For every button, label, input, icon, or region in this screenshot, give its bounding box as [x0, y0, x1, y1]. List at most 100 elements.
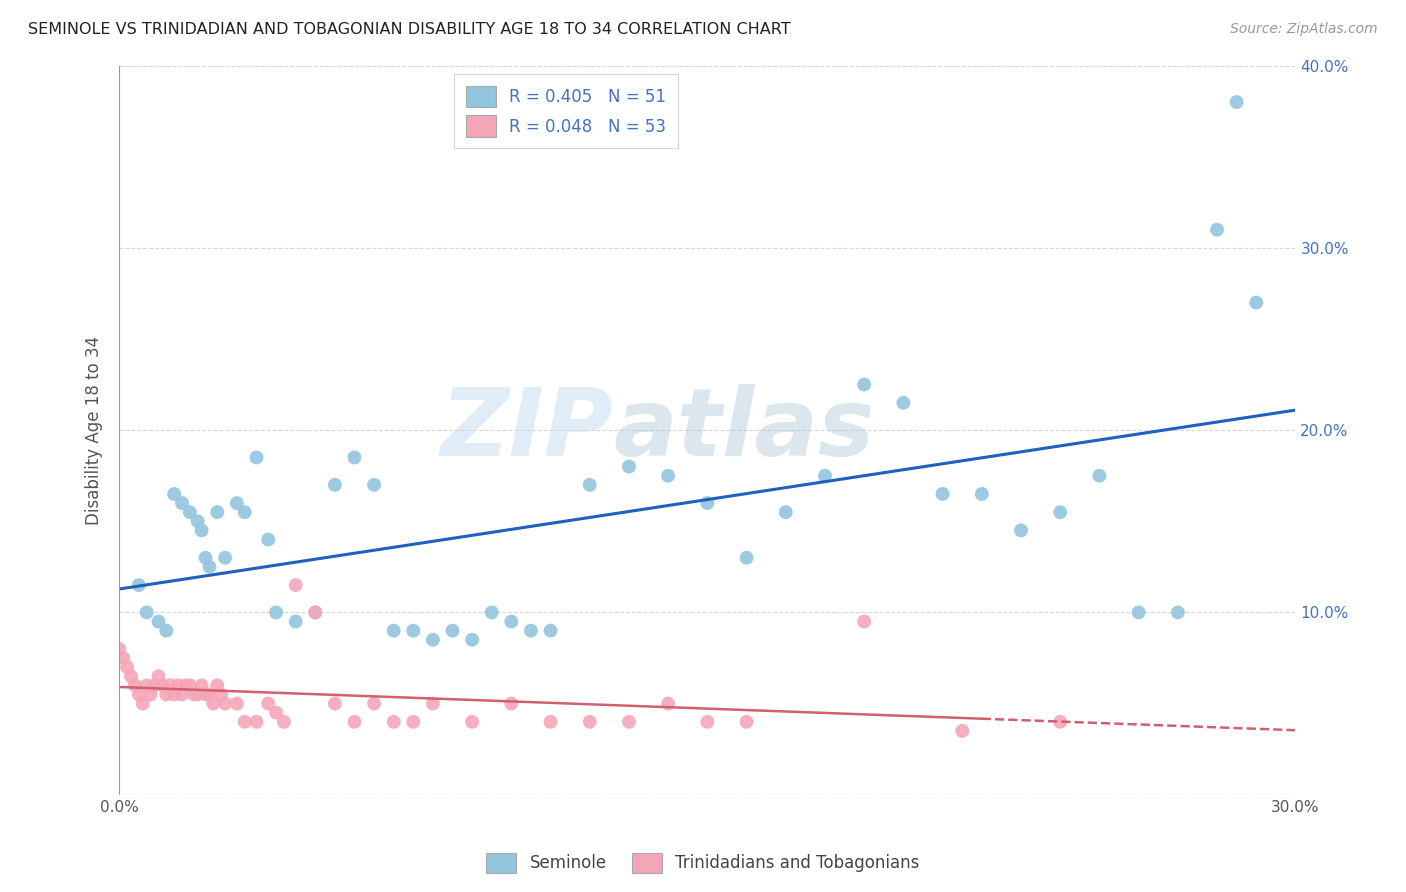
Point	[120, 669, 142, 683]
Point	[1244, 295, 1267, 310]
Point	[1226, 95, 1249, 109]
Point	[257, 697, 280, 711]
Point	[202, 697, 225, 711]
Point	[245, 450, 267, 465]
Point	[363, 697, 385, 711]
Point	[481, 606, 503, 620]
Point	[1010, 524, 1032, 538]
Point	[132, 697, 155, 711]
Legend: Seminole, Trinidadians and Tobagonians: Seminole, Trinidadians and Tobagonians	[479, 847, 927, 880]
Point	[775, 505, 797, 519]
Text: SEMINOLE VS TRINIDADIAN AND TOBAGONIAN DISABILITY AGE 18 TO 34 CORRELATION CHART: SEMINOLE VS TRINIDADIAN AND TOBAGONIAN D…	[28, 22, 790, 37]
Point	[578, 478, 600, 492]
Point	[422, 632, 444, 647]
Point	[264, 706, 287, 720]
Point	[501, 615, 523, 629]
Point	[128, 688, 150, 702]
Point	[1206, 222, 1229, 236]
Point	[520, 624, 543, 638]
Point	[152, 678, 174, 692]
Point	[284, 615, 307, 629]
Point	[893, 396, 915, 410]
Y-axis label: Disability Age 18 to 34: Disability Age 18 to 34	[86, 335, 103, 524]
Point	[363, 478, 385, 492]
Point	[735, 550, 758, 565]
Point	[402, 624, 425, 638]
Point	[194, 688, 217, 702]
Point	[950, 723, 973, 738]
Point	[148, 669, 170, 683]
Point	[617, 714, 640, 729]
Point	[209, 688, 232, 702]
Point	[461, 632, 484, 647]
Point	[155, 688, 177, 702]
Point	[167, 678, 190, 692]
Point	[198, 688, 221, 702]
Point	[657, 697, 679, 711]
Point	[931, 487, 953, 501]
Point	[1128, 606, 1150, 620]
Point	[402, 714, 425, 729]
Point	[696, 714, 718, 729]
Point	[323, 478, 346, 492]
Point	[207, 505, 229, 519]
Point	[233, 714, 256, 729]
Point	[187, 514, 209, 528]
Text: ZIP: ZIP	[440, 384, 613, 476]
Point	[323, 697, 346, 711]
Point	[207, 678, 229, 692]
Point	[617, 459, 640, 474]
Point	[245, 714, 267, 729]
Point	[179, 678, 201, 692]
Point	[441, 624, 464, 638]
Point	[163, 688, 186, 702]
Point	[179, 505, 201, 519]
Point	[284, 578, 307, 592]
Point	[657, 468, 679, 483]
Point	[155, 624, 177, 638]
Point	[148, 615, 170, 629]
Point	[382, 624, 405, 638]
Point	[194, 550, 217, 565]
Point	[174, 678, 197, 692]
Point	[135, 606, 157, 620]
Point	[814, 468, 837, 483]
Point	[225, 496, 247, 510]
Point	[540, 714, 562, 729]
Point	[273, 714, 295, 729]
Point	[115, 660, 138, 674]
Point	[853, 377, 876, 392]
Point	[108, 641, 131, 656]
Point	[159, 678, 181, 692]
Point	[190, 678, 212, 692]
Point	[1088, 468, 1111, 483]
Point	[139, 688, 162, 702]
Point	[198, 559, 221, 574]
Point	[264, 606, 287, 620]
Point	[696, 496, 718, 510]
Point	[233, 505, 256, 519]
Point	[170, 688, 193, 702]
Point	[214, 550, 236, 565]
Point	[183, 688, 205, 702]
Point	[422, 697, 444, 711]
Point	[124, 678, 146, 692]
Point	[112, 651, 135, 665]
Legend: R = 0.405   N = 51, R = 0.048   N = 53: R = 0.405 N = 51, R = 0.048 N = 53	[454, 74, 678, 148]
Point	[190, 524, 212, 538]
Point	[304, 606, 326, 620]
Point	[853, 615, 876, 629]
Point	[578, 714, 600, 729]
Point	[461, 714, 484, 729]
Point	[163, 487, 186, 501]
Point	[735, 714, 758, 729]
Point	[225, 697, 247, 711]
Point	[143, 678, 166, 692]
Point	[170, 496, 193, 510]
Point	[1049, 505, 1071, 519]
Point	[540, 624, 562, 638]
Point	[501, 697, 523, 711]
Point	[382, 714, 405, 729]
Point	[187, 688, 209, 702]
Point	[128, 578, 150, 592]
